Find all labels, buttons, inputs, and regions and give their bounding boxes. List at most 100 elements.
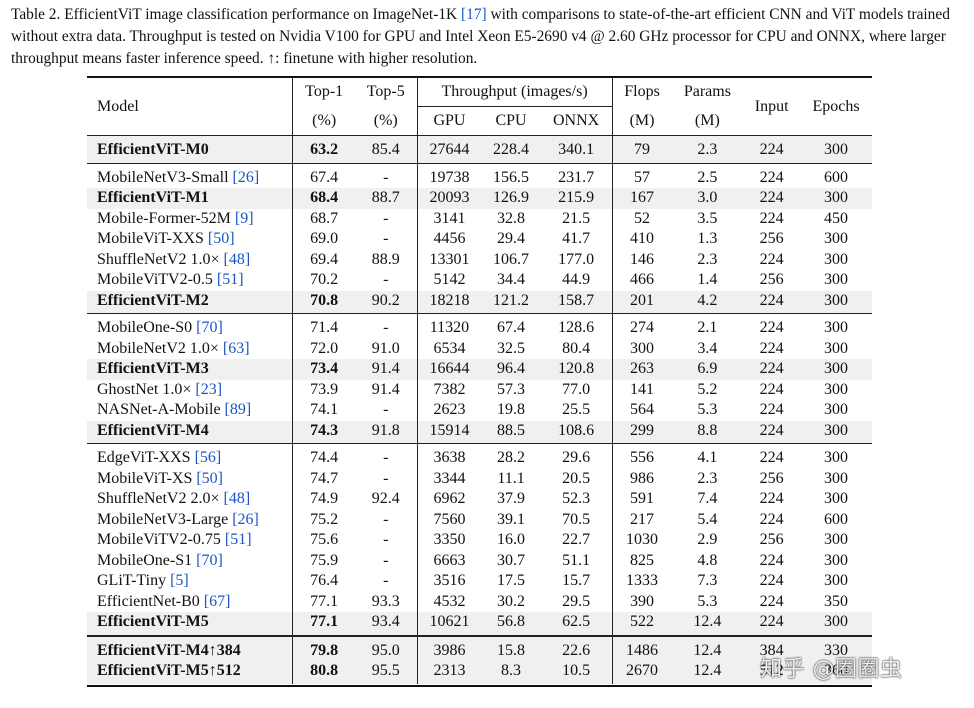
table-row: Mobile-Former-52M [9] 68.7-3141 32.8 21.5 52… xyxy=(87,208,872,229)
citation-link[interactable]: [89] xyxy=(224,401,252,418)
cell-onnx: 70.5 xyxy=(562,510,591,528)
table-row: MobileNetV3-Large [26] 75.2-7560 39.1 70.5 2… xyxy=(87,509,872,530)
cell-epochs: 300 xyxy=(800,443,872,469)
cell-epochs: 300 xyxy=(824,339,849,357)
table-bottom-rule xyxy=(87,685,872,687)
cell-input: 224 xyxy=(759,401,784,418)
table-row: EfficientViT-M4 74.3 91.8 15914 88.5 108.6 299… xyxy=(87,420,872,444)
cell-model-name: MobileViTV2-0.5 [51] xyxy=(87,270,293,291)
table-row: MobileOne-S1 [70] 75.9-6663 30.7 51.1 825 4.8… xyxy=(87,550,872,571)
citation-link[interactable]: [9] xyxy=(234,209,254,227)
cell-flops: 217 xyxy=(611,509,672,530)
cell-epochs: 300 xyxy=(800,420,872,444)
cell-top1: 74.7 xyxy=(292,468,355,489)
citation-link[interactable]: [67] xyxy=(203,592,231,610)
citation-link[interactable]: [50] xyxy=(207,230,235,247)
citation-link[interactable]: [50] xyxy=(196,469,223,487)
cell-top5: - xyxy=(354,443,418,469)
cell-gpu: 6534 xyxy=(416,338,482,359)
cell-cpu: 28.2 xyxy=(481,443,541,469)
cell-epochs: 600 xyxy=(824,510,849,528)
citation-link[interactable]: [70] xyxy=(196,319,223,336)
cell-epochs: 300 xyxy=(824,271,849,288)
table-header: Model Top-1 Top-5 Throughput (images/s) … xyxy=(87,78,872,136)
caption-text: Table 2. EfficientViT image classificati… xyxy=(11,6,461,23)
citation-link[interactable]: [26] xyxy=(232,510,259,528)
cell-gpu: 3516 xyxy=(416,571,482,592)
cell-epochs: 300 xyxy=(824,380,849,398)
cell-gpu: 7382 xyxy=(416,379,482,400)
cell-onnx: 25.5 xyxy=(562,401,591,418)
header-params-unit: (M) xyxy=(694,111,720,129)
cell-top1: 74.3 xyxy=(292,420,355,444)
cell-gpu: 18218 xyxy=(416,290,482,314)
cell-params: 12.4 xyxy=(671,634,744,661)
cell-flops: 274 xyxy=(611,313,672,339)
table-group: MobileNetV3-Small [26] 67.4-19738 156.5 231… xyxy=(87,162,872,314)
cell-onnx: 51.1 xyxy=(562,551,591,569)
header-top5: Top-5 xyxy=(366,83,405,101)
cell-top1: 72.0 xyxy=(292,338,355,359)
citation-link[interactable]: [5] xyxy=(170,572,189,589)
cell-params: 4.8 xyxy=(697,551,718,569)
cell-gpu: 7560 xyxy=(416,509,482,530)
table-row: EfficientViT-M1 68.4 88.7 20093 126.9 215.9 16… xyxy=(87,188,872,209)
cell-top5: 91.4 xyxy=(371,380,400,398)
cell-input: 256 xyxy=(759,271,784,288)
citation-link[interactable]: [51] xyxy=(216,271,244,288)
citation-link[interactable]: [51] xyxy=(224,531,252,548)
citation-link[interactable]: [70] xyxy=(196,551,223,569)
cell-onnx: 20.5 xyxy=(562,469,591,487)
cell-flops: 263 xyxy=(611,359,672,380)
citation-link[interactable]: [48] xyxy=(223,490,251,507)
cell-top1: 74.1 xyxy=(292,400,355,421)
cell-input: 224 xyxy=(759,592,784,610)
cell-gpu: 3638 xyxy=(416,443,482,469)
cell-cpu: 67.4 xyxy=(481,313,541,339)
cell-top1: 70.2 xyxy=(292,270,355,291)
citation-link[interactable]: [48] xyxy=(223,250,251,268)
cell-params: 6.9 xyxy=(671,359,744,380)
cell-input: 256 xyxy=(759,531,784,548)
table-row: EfficientViT-M5 77.1 93.4 10621 56.8 62.5 522 1… xyxy=(87,612,872,636)
cell-model-name: GLiT-Tiny [5] xyxy=(87,571,293,592)
model-name: MobileNetV3-Small xyxy=(97,168,233,186)
cell-cpu: 32.8 xyxy=(497,209,526,227)
cell-onnx: 108.6 xyxy=(540,420,613,444)
cell-onnx: 10.5 xyxy=(540,661,613,684)
cell-top1: 70.8 xyxy=(292,290,355,314)
cell-params: 2.9 xyxy=(697,531,718,548)
cell-cpu: 39.1 xyxy=(497,510,526,528)
table-row: EfficientNet-B0 [67] 77.1 93.3 4532 30.2 29.5… xyxy=(87,591,872,612)
table-row: ShuffleNetV2 2.0× [48] 74.9 92.4 6962 37.9 52… xyxy=(87,489,872,510)
cell-top5: 95.0 xyxy=(354,634,418,661)
cell-input: 224 xyxy=(743,612,801,636)
cell-input: 224 xyxy=(759,339,784,357)
cell-cpu: 30.2 xyxy=(497,592,526,610)
cell-top5: - xyxy=(354,313,418,339)
cell-gpu: 3986 xyxy=(416,634,482,661)
citation-link[interactable]: [26] xyxy=(232,168,260,186)
cell-cpu: 8.3 xyxy=(481,661,541,684)
cell-input: 224 xyxy=(743,313,801,339)
cell-flops: 522 xyxy=(611,612,672,636)
cell-top1: 63.2 xyxy=(292,135,355,163)
cell-top1: 69.4 xyxy=(292,249,355,270)
cell-params: 1.3 xyxy=(697,230,718,247)
citation-link[interactable]: [23] xyxy=(195,380,223,398)
cell-onnx: 22.6 xyxy=(540,634,613,661)
table-row: EfficientViT-M5↑512 80.8 95.5 2313 8.3 10.5 26… xyxy=(87,661,872,684)
cell-onnx: 62.5 xyxy=(540,612,613,636)
model-name: GLiT-Tiny xyxy=(97,572,171,589)
cell-params: 2.5 xyxy=(671,162,744,188)
cell-top1: 71.4 xyxy=(292,313,355,339)
cell-epochs: 300 xyxy=(824,469,849,487)
citation-link[interactable]: [63] xyxy=(222,339,250,357)
cell-top5: - xyxy=(383,271,389,288)
cell-model-name: MobileNetV3-Small [26] xyxy=(87,162,293,188)
cell-cpu: 56.8 xyxy=(481,612,541,636)
citation-link[interactable]: [56] xyxy=(194,449,222,466)
caption-citation-link[interactable]: [17] xyxy=(461,6,487,23)
cell-model-name: EfficientViT-M3 xyxy=(87,359,293,380)
cell-params: 12.4 xyxy=(671,612,744,636)
